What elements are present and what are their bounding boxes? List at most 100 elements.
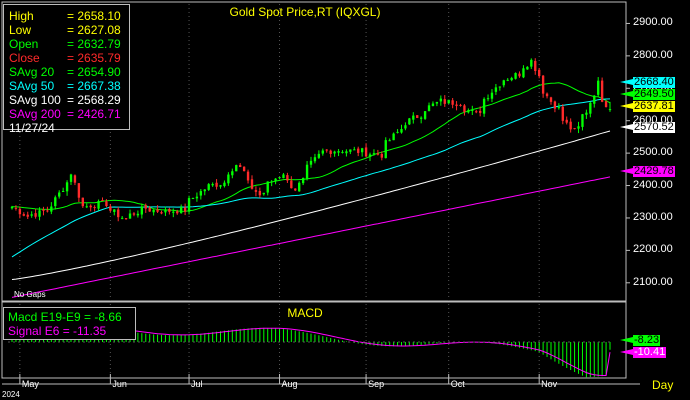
price-tag-arrow [620, 124, 633, 130]
candle-body [246, 171, 250, 181]
candle-body [372, 153, 376, 155]
legend-label: Close [9, 51, 40, 65]
candle-body [589, 102, 592, 114]
ma-line-100 [11, 130, 611, 280]
price-tag-2: 2637.81 [633, 100, 675, 112]
period-label[interactable]: Day [652, 378, 674, 392]
candle-body [502, 80, 505, 86]
candle-body [325, 149, 328, 151]
candle-body [600, 80, 604, 102]
macd-tag-arrow [620, 337, 633, 343]
candle-body [42, 209, 45, 211]
candle-body [117, 209, 120, 218]
candle-body [93, 207, 96, 209]
candle-body [530, 59, 533, 67]
candle-body [498, 86, 502, 88]
legend-equals: = [67, 23, 78, 37]
legend-value: 2426.71 [77, 107, 121, 121]
macd-legend-box: Macd E19-E9 = -8.66 Signal E6 = -11.35 [3, 307, 136, 340]
macd-tag-arrow [620, 349, 633, 355]
candle-body [231, 171, 234, 176]
candle-body [81, 197, 85, 207]
legend-label: Open [9, 37, 39, 51]
candle-body [573, 128, 576, 130]
candle-body [329, 150, 332, 154]
candle-body [89, 205, 92, 208]
candle-body [353, 149, 356, 151]
candle-body [482, 98, 486, 114]
candle-body [223, 182, 226, 187]
candle-body [333, 151, 336, 154]
candle-body [416, 115, 419, 118]
legend-value: 2667.38 [77, 79, 121, 93]
legend-row-1: Low = 2627.08 [9, 23, 121, 37]
price-tick-label: 2100.00 [633, 275, 673, 288]
candle-body [506, 79, 509, 81]
candle-body [553, 101, 557, 109]
price-tick-label: 2900.00 [633, 16, 673, 29]
candle-body [305, 164, 309, 179]
candle-body [282, 174, 285, 179]
price-tick-label: 2500.00 [633, 146, 673, 159]
candle-body [360, 148, 364, 153]
candle-body [431, 103, 435, 106]
legend-label: SAvg 50 [9, 79, 55, 93]
candle-body [156, 209, 159, 212]
macd-legend-row-1: Signal E6 = -11.35 [8, 324, 107, 338]
candle-body [337, 151, 340, 153]
candle-body [61, 190, 65, 192]
legend-row-3: Close = 2635.79 [9, 51, 121, 65]
price-tag-arrow [620, 79, 633, 85]
legend-row-4: SAvg 20 = 2654.90 [9, 65, 121, 79]
candle-body [219, 185, 222, 187]
price-tick-label: 2800.00 [633, 48, 673, 61]
candle-body [195, 196, 199, 199]
candle-body [463, 105, 466, 112]
candle-body [376, 153, 380, 155]
candle-body [85, 206, 88, 208]
candle-body [34, 213, 37, 217]
price-tag-1: 2649.50 [633, 88, 675, 100]
candle-body [22, 214, 25, 216]
candle-body [144, 205, 147, 209]
ma-line-200 [11, 176, 611, 298]
candle-body [345, 151, 348, 154]
candle-body [475, 111, 478, 113]
candle-body [120, 217, 124, 219]
candle-body [235, 165, 238, 172]
candle-body [404, 125, 407, 129]
candle-body [30, 214, 33, 216]
candle-body [585, 112, 588, 115]
candle-body [549, 97, 553, 102]
candle-body [514, 73, 517, 79]
candle-body [412, 115, 415, 120]
candle-body [581, 114, 584, 127]
candle-body [321, 150, 324, 154]
candle-body [565, 119, 568, 123]
macd-legend-row-0: Macd E19-E9 = -8.66 [8, 310, 122, 324]
candle-body [427, 105, 431, 111]
price-tag-arrow [620, 168, 633, 174]
candle-body [73, 175, 77, 183]
legend-date: 11/27/24 [9, 121, 55, 135]
candle-body [423, 111, 427, 119]
legend-equals: = [67, 107, 78, 121]
candle-body [301, 177, 305, 184]
candle-body [128, 213, 132, 219]
candle-body [435, 101, 439, 104]
candle-body [526, 66, 529, 70]
legend-label: SAvg 200 [9, 107, 61, 121]
candle-body [77, 183, 81, 198]
candle-body [172, 211, 175, 213]
month-label-may: May [21, 379, 39, 389]
candle-body [490, 92, 494, 99]
candle-body [58, 192, 61, 197]
legend-row-0: High = 2658.10 [9, 9, 121, 23]
candle-body [357, 148, 360, 153]
candle-body [183, 207, 187, 212]
candle-body [309, 160, 313, 165]
month-label-jul: Jul [191, 379, 203, 389]
candle-body [140, 206, 144, 215]
candle-body [494, 87, 498, 92]
month-label-nov: Nov [541, 379, 558, 389]
